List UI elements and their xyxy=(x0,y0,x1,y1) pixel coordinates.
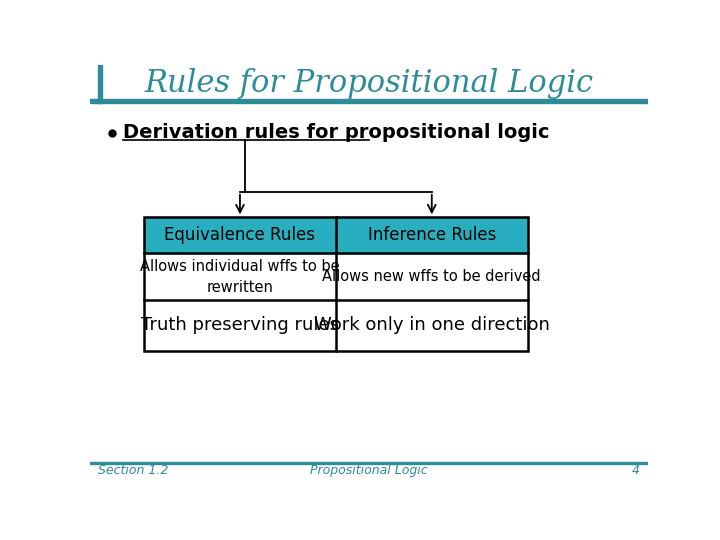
Bar xyxy=(90,99,648,103)
Bar xyxy=(90,462,648,464)
Text: Rules for Propositional Logic: Rules for Propositional Logic xyxy=(145,68,593,99)
Bar xyxy=(144,217,528,351)
Text: 4: 4 xyxy=(632,464,640,477)
Text: Allows individual wffs to be
rewritten: Allows individual wffs to be rewritten xyxy=(140,259,340,294)
Bar xyxy=(98,65,102,103)
Text: Propositional Logic: Propositional Logic xyxy=(310,464,428,477)
Text: Equivalence Rules: Equivalence Rules xyxy=(164,226,315,245)
Text: Work only in one direction: Work only in one direction xyxy=(314,316,549,334)
Text: Derivation rules for propositional logic: Derivation rules for propositional logic xyxy=(122,123,549,142)
Bar xyxy=(336,217,528,253)
Text: Section 1.2: Section 1.2 xyxy=(98,464,168,477)
Bar xyxy=(144,217,336,253)
Text: Inference Rules: Inference Rules xyxy=(368,226,496,245)
Text: Allows new wffs to be derived: Allows new wffs to be derived xyxy=(323,269,541,284)
Text: Truth preserving rules: Truth preserving rules xyxy=(141,316,339,334)
